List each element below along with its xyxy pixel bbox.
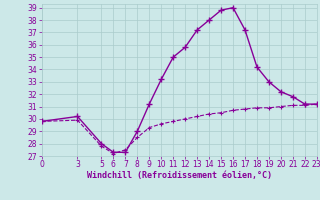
X-axis label: Windchill (Refroidissement éolien,°C): Windchill (Refroidissement éolien,°C) — [87, 171, 272, 180]
